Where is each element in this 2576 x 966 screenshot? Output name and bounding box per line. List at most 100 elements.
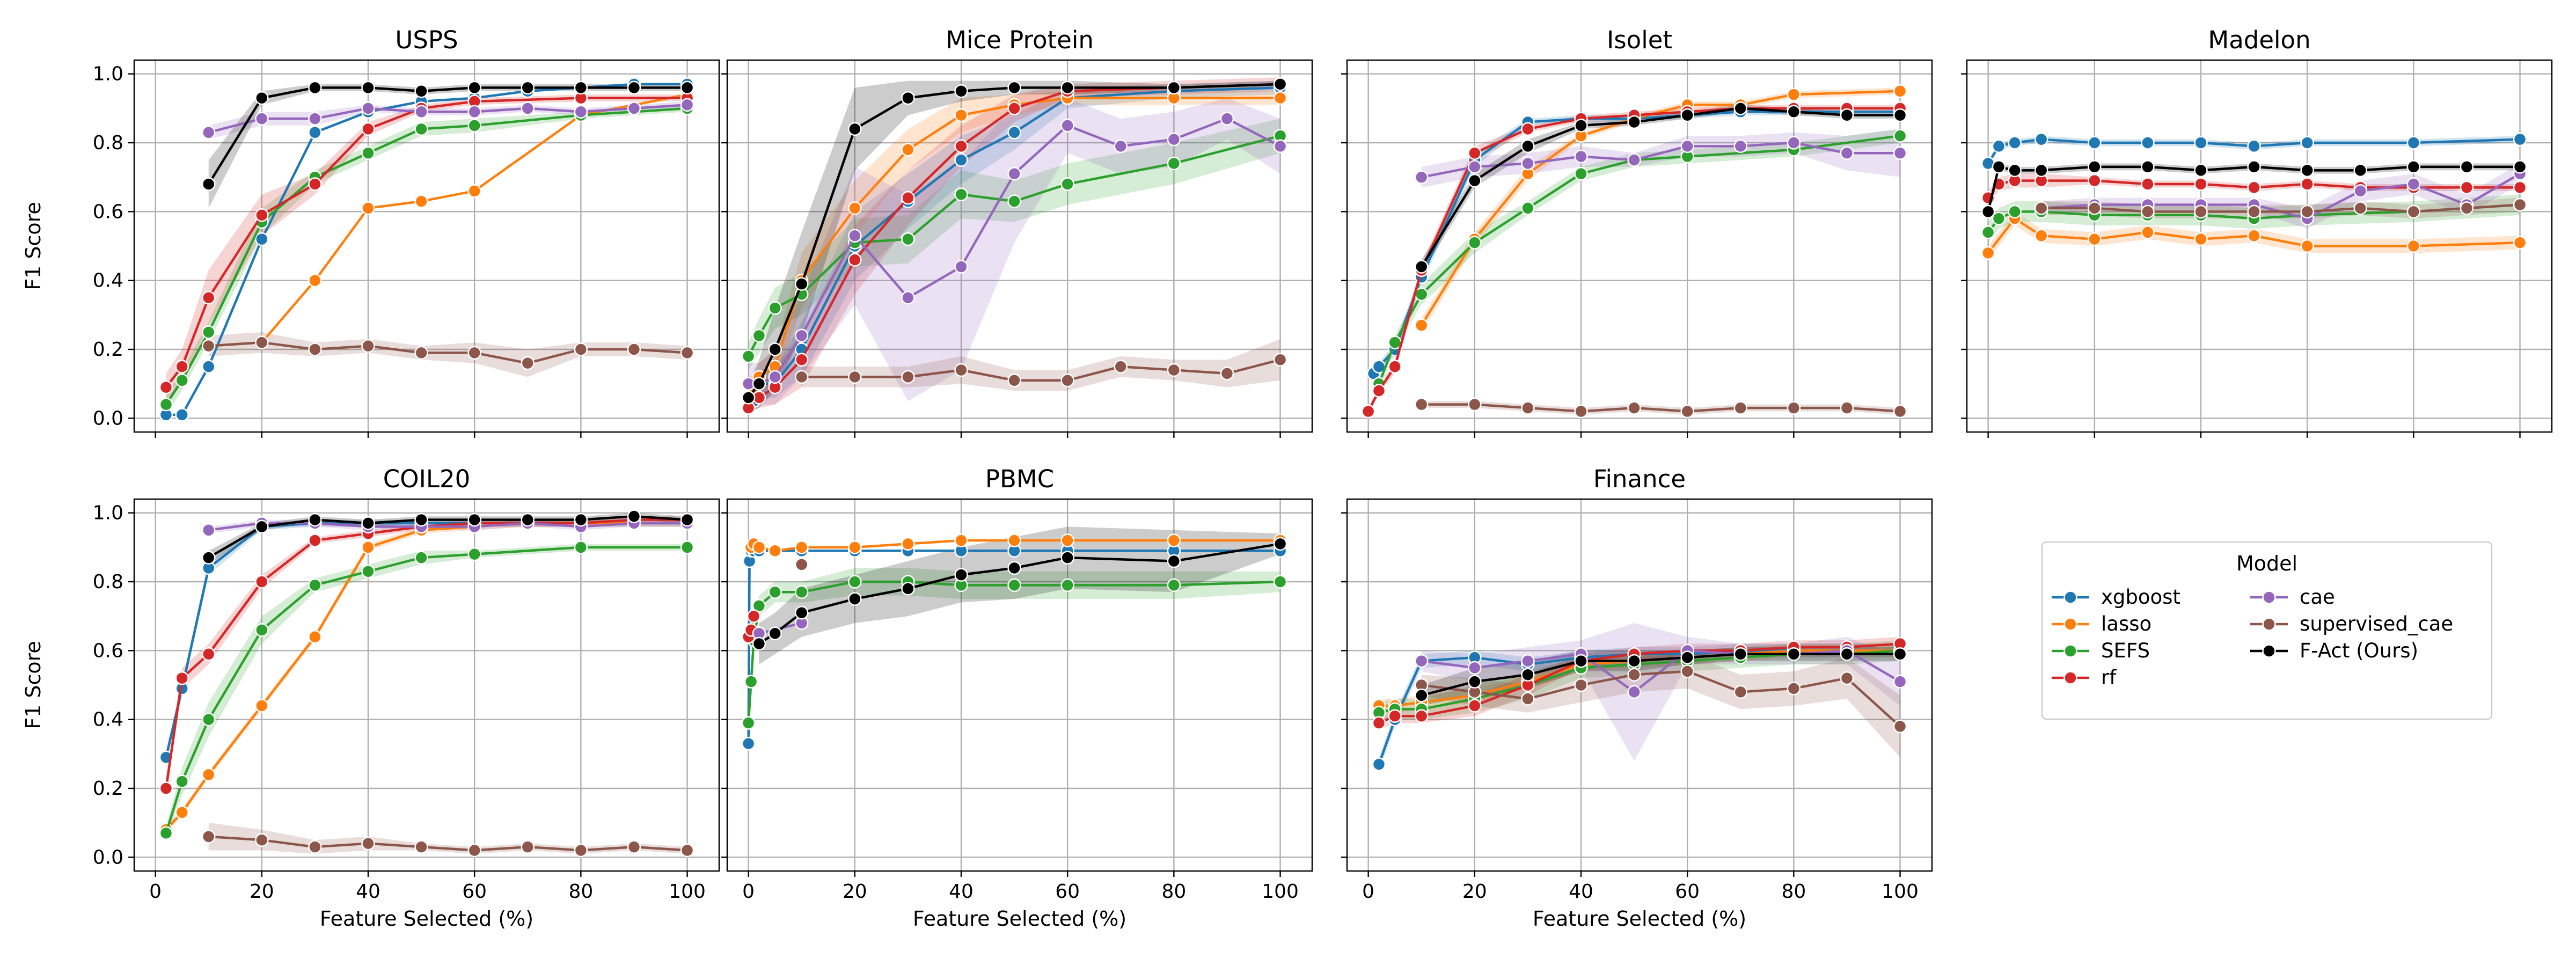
point-f-act-ours bbox=[1733, 647, 1748, 661]
point-xgboost bbox=[2300, 136, 2314, 150]
point-sefs bbox=[744, 675, 758, 689]
point-lasso bbox=[848, 540, 862, 554]
point-lasso bbox=[1893, 84, 1907, 98]
line-supervised-cae bbox=[208, 341, 687, 364]
point-sefs bbox=[159, 397, 173, 412]
point-supervised-cae bbox=[1167, 363, 1181, 377]
point-rf bbox=[175, 360, 189, 374]
point-f-act-ours bbox=[521, 80, 535, 95]
point-lasso bbox=[848, 201, 862, 215]
point-sefs bbox=[1992, 211, 2006, 225]
subplot-grid: 0.0 0.2 0.4 0.6 0.8 1.0 F1 Score USPS Mice Prote… bbox=[21, 26, 2553, 931]
point-supervised-cae bbox=[2353, 201, 2368, 215]
line-sefs bbox=[165, 107, 687, 405]
point-cae bbox=[1733, 139, 1748, 153]
y-axis-label: F1 Score bbox=[21, 641, 45, 729]
point-f-act-ours bbox=[1273, 77, 1287, 91]
point-f-act-ours bbox=[255, 91, 269, 105]
point-f-act-ours bbox=[1167, 554, 1181, 568]
point-f-act-ours bbox=[901, 582, 915, 596]
point-xgboost bbox=[1372, 757, 1386, 771]
point-f-act-ours bbox=[1893, 108, 1907, 122]
point-cae bbox=[1680, 139, 1694, 153]
point-f-act-ours bbox=[2088, 160, 2102, 174]
point-cae bbox=[1787, 136, 1801, 150]
point-xgboost bbox=[954, 153, 968, 167]
point-supervised-cae bbox=[1840, 671, 1854, 685]
point-f-act-ours bbox=[574, 80, 588, 95]
point-supervised-cae bbox=[680, 346, 694, 360]
point-supervised-cae bbox=[201, 339, 216, 353]
point-rf bbox=[1361, 404, 1375, 419]
point-cae bbox=[574, 105, 588, 119]
point-sefs bbox=[175, 374, 189, 387]
x-tick-label: 100 bbox=[1882, 881, 1919, 903]
point-cae bbox=[1893, 675, 1907, 689]
line-cae bbox=[1421, 649, 1901, 693]
line-lasso bbox=[1987, 217, 2520, 254]
line-lasso bbox=[208, 93, 687, 347]
line-supervised-cae bbox=[208, 835, 687, 852]
point-cae bbox=[1060, 119, 1074, 133]
point-f-act-ours bbox=[467, 80, 481, 95]
legend-item-cae: cae bbox=[2250, 586, 2335, 609]
point-supervised-cae bbox=[1733, 401, 1748, 415]
y-tick-label: 0.6 bbox=[93, 640, 123, 662]
x-axis-label: Feature Selected (%) bbox=[913, 907, 1126, 931]
legend-label: SEFS bbox=[2101, 639, 2150, 662]
point-f-act-ours bbox=[1273, 537, 1287, 551]
legend-item-f-act-ours: F-Act (Ours) bbox=[2250, 639, 2418, 662]
point-supervised-cae bbox=[201, 830, 216, 844]
subplot-mice-protein: Mice Protein bbox=[721, 26, 1313, 438]
point-sefs bbox=[255, 623, 269, 637]
point-lasso bbox=[901, 537, 915, 551]
ticks bbox=[721, 73, 1281, 438]
axes-frame bbox=[1346, 498, 1933, 872]
point-supervised-cae bbox=[794, 370, 809, 384]
y-axis-label: F1 Score bbox=[21, 202, 45, 290]
point-sefs bbox=[1007, 578, 1021, 592]
point-sefs bbox=[308, 578, 322, 592]
point-sefs bbox=[1574, 167, 1588, 181]
point-f-act-ours bbox=[361, 80, 375, 95]
point-lasso bbox=[901, 143, 915, 157]
point-cae bbox=[1574, 149, 1588, 164]
point-supervised-cae bbox=[627, 840, 641, 854]
point-sefs bbox=[2008, 204, 2022, 219]
point-sefs bbox=[680, 540, 694, 554]
point-lasso bbox=[308, 273, 322, 288]
point-f-act-ours bbox=[954, 568, 968, 582]
point-sefs bbox=[201, 712, 216, 727]
point-cae bbox=[1167, 132, 1181, 147]
ticks bbox=[721, 512, 1281, 877]
legend-label: xgboost bbox=[2101, 586, 2180, 609]
point-xgboost bbox=[175, 408, 189, 422]
point-rf bbox=[794, 353, 809, 367]
point-sefs bbox=[768, 585, 782, 599]
point-cae bbox=[1521, 654, 1535, 668]
point-rf bbox=[1372, 384, 1386, 398]
point-f-act-ours bbox=[752, 377, 766, 391]
point-sefs bbox=[794, 585, 809, 599]
gridlines bbox=[134, 60, 719, 432]
point-supervised-cae bbox=[361, 836, 375, 851]
legend: Model xgboost lasso SEFS rf cae supervised_cae… bbox=[2041, 541, 2493, 720]
point-supervised-cae bbox=[255, 833, 269, 847]
subplot-pbmc: 0 20 40 60 80 100 Feature Selected (%) PBMC bbox=[721, 465, 1313, 931]
point-xgboost bbox=[2406, 136, 2421, 150]
point-f-act-ours bbox=[901, 91, 915, 105]
point-f-act-ours bbox=[1574, 654, 1588, 668]
point-supervised-cae bbox=[1220, 367, 1234, 380]
point-sefs bbox=[574, 540, 588, 554]
legend-swatch-marker bbox=[2262, 590, 2276, 604]
point-supervised-cae bbox=[1840, 401, 1854, 415]
point-lasso bbox=[1167, 533, 1181, 547]
point-lasso bbox=[2034, 229, 2048, 243]
point-rf bbox=[255, 575, 269, 589]
point-f-act-ours bbox=[1680, 650, 1694, 664]
point-lasso bbox=[201, 767, 216, 782]
point-rf bbox=[954, 139, 968, 153]
legend-item-sefs: SEFS bbox=[2052, 639, 2150, 662]
legend-swatch-marker bbox=[2063, 671, 2077, 685]
